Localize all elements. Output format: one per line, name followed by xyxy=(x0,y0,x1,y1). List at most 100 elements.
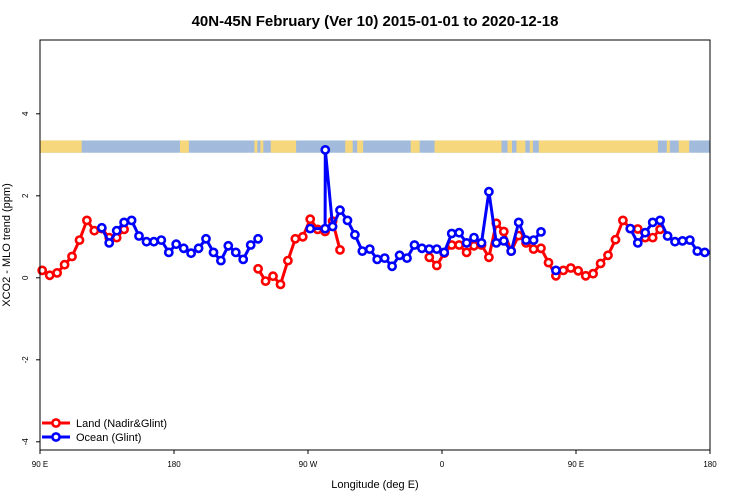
data-point xyxy=(588,268,598,279)
data-point xyxy=(551,265,561,276)
data-point xyxy=(260,276,271,286)
data-point xyxy=(163,247,174,258)
data-point xyxy=(625,223,636,234)
data-point xyxy=(431,244,442,254)
data-point xyxy=(685,235,695,245)
data-point xyxy=(483,252,494,263)
data-point xyxy=(521,235,531,245)
legend-marker xyxy=(51,432,61,442)
data-point xyxy=(327,221,338,232)
data-point xyxy=(320,223,330,234)
data-point xyxy=(335,205,345,216)
data-point xyxy=(603,250,613,261)
land-strip-segment xyxy=(666,140,670,153)
x-tick-label: 180 xyxy=(703,460,717,469)
data-point xyxy=(186,248,196,259)
data-point xyxy=(171,239,182,250)
data-point xyxy=(387,261,397,272)
data-point xyxy=(647,232,658,243)
legend-label: Land (Nadir&Glint) xyxy=(76,418,167,430)
data-point xyxy=(119,217,129,228)
data-point xyxy=(74,235,85,245)
data-point xyxy=(454,240,464,250)
data-point xyxy=(595,258,606,269)
x-axis-label: Longitude (deg E) xyxy=(331,479,418,491)
data-point xyxy=(275,279,286,290)
y-tick-label: -2 xyxy=(21,356,30,364)
data-point xyxy=(134,231,144,241)
data-point xyxy=(618,215,628,226)
data-point xyxy=(364,244,375,254)
data-point xyxy=(610,234,621,245)
data-point xyxy=(536,226,546,237)
data-point xyxy=(409,240,420,250)
data-point xyxy=(692,246,703,256)
data-point xyxy=(245,240,256,250)
data-point xyxy=(208,247,219,258)
data-point xyxy=(670,236,680,247)
data-point xyxy=(446,228,457,239)
series-ocean xyxy=(96,144,710,276)
data-point xyxy=(342,215,353,226)
data-point xyxy=(290,233,301,244)
data-point xyxy=(193,243,204,254)
data-point xyxy=(67,251,77,262)
y-tick-label: 0 xyxy=(21,275,30,280)
data-point xyxy=(126,215,137,226)
data-point xyxy=(424,244,435,254)
data-point xyxy=(223,240,234,251)
data-point xyxy=(498,235,509,246)
data-point xyxy=(506,246,517,256)
land-strip-segment xyxy=(179,140,189,153)
land-strip-segment xyxy=(529,140,533,153)
x-tick-label: 180 xyxy=(167,460,181,469)
data-point xyxy=(305,214,316,225)
data-point xyxy=(253,233,263,244)
data-point xyxy=(662,231,673,241)
data-point xyxy=(632,237,643,248)
data-point xyxy=(476,237,487,248)
x-tick-label: 90 E xyxy=(32,460,48,469)
data-point xyxy=(104,237,115,248)
y-axis-label: XCO2 - MLO trend (ppm) xyxy=(1,183,13,306)
data-point xyxy=(372,254,383,265)
data-point xyxy=(416,243,427,254)
y-tick-label: -4 xyxy=(21,438,30,446)
data-point xyxy=(640,227,651,238)
data-point xyxy=(573,265,584,276)
x-tick-label: 0 xyxy=(440,460,445,469)
land-strip-segment xyxy=(360,140,364,153)
data-point xyxy=(543,257,554,268)
data-point xyxy=(230,247,241,258)
data-point xyxy=(305,223,316,234)
land-strip-segment xyxy=(507,140,512,153)
land-strip-segment xyxy=(40,140,82,153)
data-point xyxy=(201,233,211,244)
land-strip-segment xyxy=(254,140,258,153)
data-point xyxy=(178,243,189,254)
data-point xyxy=(82,215,92,226)
data-point xyxy=(647,217,658,228)
data-point xyxy=(111,225,122,236)
data-point xyxy=(454,227,464,238)
data-point xyxy=(156,235,167,245)
x-tick-label: 90 E xyxy=(568,460,584,469)
y-tick-label: 2 xyxy=(21,193,30,198)
land-strip-segment xyxy=(410,140,420,153)
data-point xyxy=(536,243,546,254)
land-strip-segment xyxy=(434,140,502,153)
data-point xyxy=(148,236,159,247)
data-point xyxy=(431,260,442,271)
land-strip-segment xyxy=(270,140,297,153)
data-point xyxy=(402,253,412,263)
data-point xyxy=(238,254,249,265)
y-axis: -4 -2 0 2 4 xyxy=(21,111,40,445)
legend-marker xyxy=(51,418,61,428)
data-point xyxy=(253,263,263,274)
data-point xyxy=(483,186,494,197)
land-ocean-strip xyxy=(40,140,710,153)
data-point xyxy=(215,255,226,266)
data-point xyxy=(528,235,539,245)
data-point xyxy=(59,259,70,270)
